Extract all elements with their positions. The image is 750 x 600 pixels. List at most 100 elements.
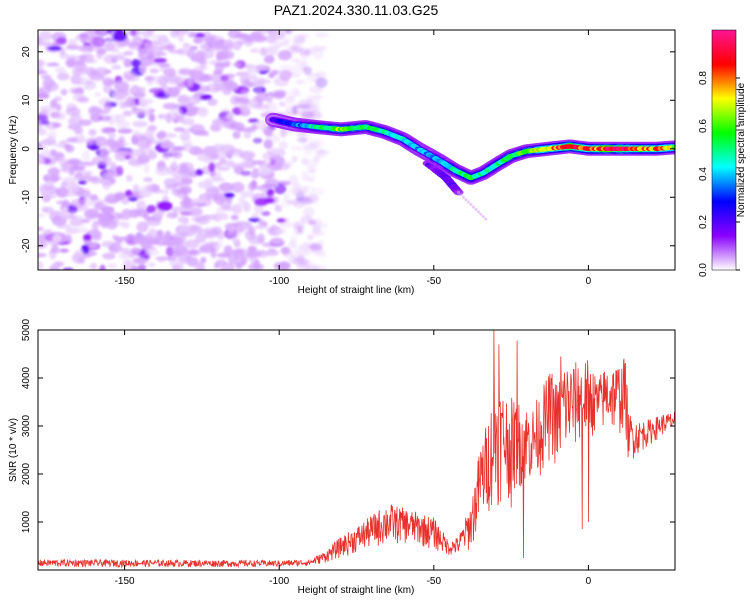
noise-blob bbox=[160, 141, 175, 149]
noise-blob bbox=[153, 57, 167, 64]
noise-blob bbox=[113, 92, 127, 100]
noise-blob bbox=[40, 189, 53, 199]
noise-blob bbox=[254, 87, 263, 96]
noise-blob bbox=[118, 149, 134, 156]
snr-x-axis-label: Height of straight line (km) bbox=[298, 585, 415, 596]
branch-tail-dot bbox=[459, 193, 463, 197]
noise-blob bbox=[50, 99, 58, 108]
noise-blob bbox=[199, 42, 214, 51]
noise-blob bbox=[66, 137, 78, 143]
noise-blob bbox=[109, 177, 116, 184]
noise-blob bbox=[301, 170, 309, 182]
noise-blob bbox=[94, 92, 102, 97]
noise-blob bbox=[240, 106, 251, 113]
snr-series-line bbox=[38, 330, 675, 569]
noise-blob bbox=[278, 101, 286, 107]
noise-blob bbox=[129, 155, 136, 162]
noise-blob bbox=[245, 81, 254, 88]
noise-blob bbox=[220, 108, 231, 114]
noise-blob bbox=[138, 98, 154, 105]
noise-blob bbox=[232, 131, 241, 139]
noise-blob bbox=[274, 156, 285, 166]
noise-blob bbox=[100, 127, 114, 134]
colorbar-ticks: 0.0 0.2 0.4 0.6 0.8 bbox=[698, 71, 740, 277]
noise-blob bbox=[146, 55, 155, 60]
noise-blob bbox=[209, 34, 217, 42]
noise-blob bbox=[73, 126, 84, 135]
noise-blob bbox=[78, 119, 92, 126]
noise-blob bbox=[78, 45, 94, 53]
noise-blob bbox=[187, 31, 197, 38]
noise-blob bbox=[216, 166, 231, 172]
noise-blob bbox=[243, 63, 256, 70]
noise-blob bbox=[292, 87, 300, 97]
noise-blob bbox=[52, 233, 62, 243]
noise-blob bbox=[132, 120, 148, 128]
noise-blob bbox=[280, 39, 290, 47]
noise-blob bbox=[130, 149, 146, 157]
noise-blob bbox=[223, 205, 234, 212]
noise-blob bbox=[66, 158, 82, 166]
noise-blob bbox=[288, 73, 301, 78]
noise-blob bbox=[169, 30, 180, 38]
noise-blob bbox=[194, 215, 211, 225]
noise-blob bbox=[314, 150, 330, 155]
noise-blob bbox=[170, 161, 178, 172]
noise-blob bbox=[144, 42, 154, 50]
noise-blob bbox=[165, 112, 173, 124]
noise-blob bbox=[103, 173, 115, 179]
noise-blob bbox=[56, 72, 70, 81]
noise-blob bbox=[123, 58, 132, 68]
colorbar-tick-label: 0.0 bbox=[698, 263, 709, 277]
noise-blob bbox=[123, 51, 134, 56]
noise-blob bbox=[180, 118, 195, 126]
noise-blob bbox=[295, 79, 305, 85]
noise-blob bbox=[173, 236, 184, 246]
noise-blob bbox=[291, 183, 299, 191]
noise-blob bbox=[59, 209, 69, 219]
snr-y-tick-label: 3000 bbox=[21, 414, 32, 437]
noise-blob bbox=[139, 63, 147, 74]
noise-blob bbox=[214, 162, 222, 168]
noise-blob bbox=[198, 85, 211, 93]
noise-blob bbox=[214, 62, 230, 68]
noise-blob bbox=[60, 88, 68, 96]
spectrogram-x-tick-label: 0 bbox=[586, 276, 592, 287]
noise-blob bbox=[155, 51, 167, 57]
noise-blob bbox=[214, 195, 225, 205]
noise-blob bbox=[212, 40, 226, 49]
noise-blob bbox=[179, 231, 195, 237]
noise-blob bbox=[248, 217, 261, 223]
noise-blob bbox=[54, 66, 66, 74]
noise-blob bbox=[291, 58, 302, 63]
noise-blob bbox=[107, 263, 118, 269]
noise-blob bbox=[47, 46, 62, 51]
branch-tail-dot bbox=[474, 207, 478, 211]
noise-blob bbox=[271, 70, 279, 76]
noise-blob bbox=[249, 32, 262, 43]
ridge-layer bbox=[269, 117, 675, 181]
noise-blob bbox=[143, 177, 153, 183]
noise-blob bbox=[38, 70, 49, 75]
noise-blob bbox=[78, 226, 88, 234]
noise-blob bbox=[136, 200, 147, 211]
noise-blob bbox=[103, 54, 118, 64]
noise-blob bbox=[216, 252, 232, 258]
noise-blob bbox=[208, 162, 216, 173]
noise-blob bbox=[95, 138, 108, 147]
noise-blob bbox=[67, 182, 80, 194]
noise-blob bbox=[136, 265, 147, 270]
noise-blob bbox=[269, 158, 276, 166]
noise-blob bbox=[308, 138, 324, 149]
noise-blob bbox=[230, 95, 241, 106]
noise-blob bbox=[247, 118, 260, 123]
noise-blob bbox=[114, 192, 126, 200]
noise-blob bbox=[38, 241, 46, 249]
noise-blob bbox=[167, 76, 179, 85]
noise-blob bbox=[38, 120, 43, 132]
noise-blob bbox=[200, 256, 207, 264]
noise-blob bbox=[47, 167, 61, 177]
branch-tail-dot bbox=[464, 198, 468, 202]
noise-blob bbox=[73, 175, 90, 181]
